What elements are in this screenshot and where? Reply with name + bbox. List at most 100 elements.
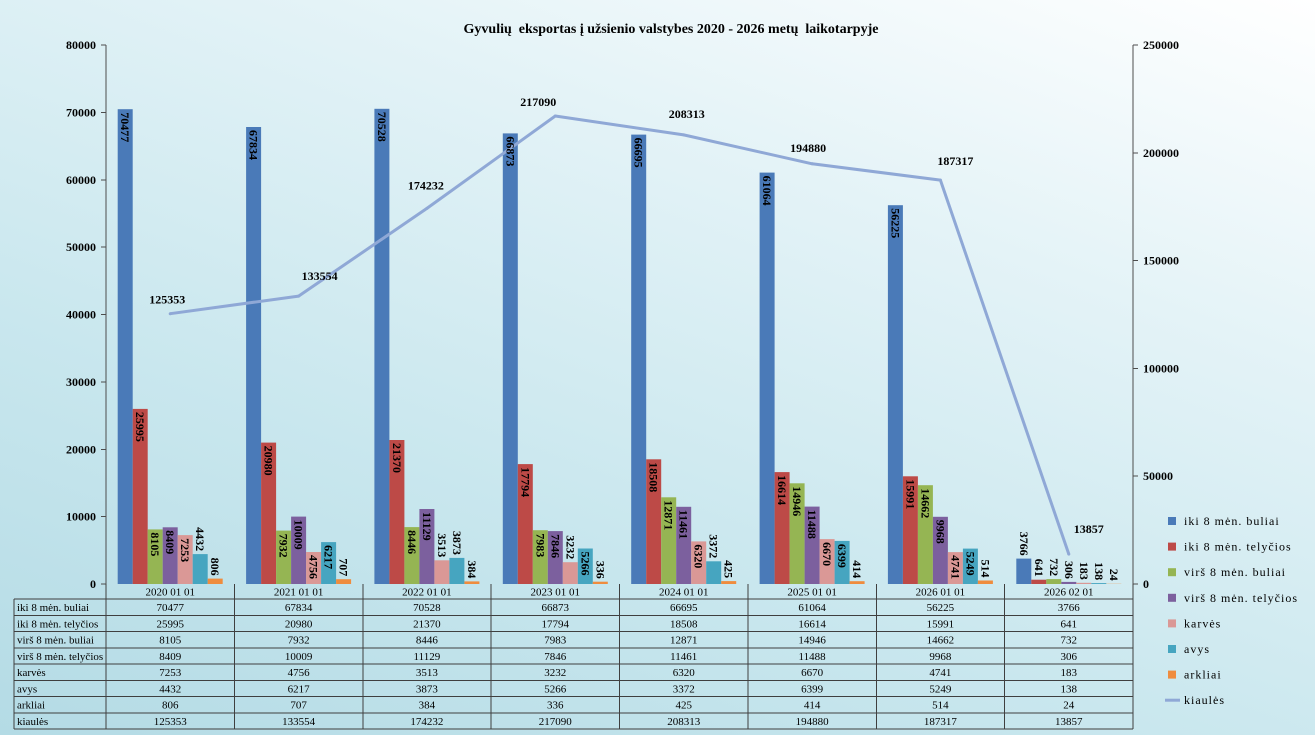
line-point (425, 206, 429, 210)
bar-iki-8-men-buliai (759, 172, 775, 584)
bar-avys (577, 548, 593, 584)
bar-value-label: 12871 (662, 500, 676, 530)
right-axis-tick-label: 250000 (1143, 38, 1179, 52)
table-cell: 11488 (799, 651, 827, 663)
bar-value-label: 66695 (632, 138, 646, 168)
bar-iki-8-men-telycios (774, 472, 790, 584)
bar-virs-8-men-buliai (404, 527, 420, 584)
table-cell: 56225 (927, 602, 955, 614)
bar-value-label: 732 (1047, 558, 1061, 576)
table-cell: 336 (547, 700, 564, 712)
bar-value-label: 4432 (193, 527, 207, 551)
table-header-cell: 2025 01 01 (787, 587, 837, 599)
legend-swatch (1168, 593, 1176, 602)
legend-label: virš 8 mėn. telyčios (1184, 591, 1298, 605)
table-cell: 6670 (801, 667, 824, 679)
left-axis-tick-label: 10000 (66, 510, 96, 524)
bar-value-label: 61064 (760, 176, 774, 206)
table-cell: 125353 (154, 716, 188, 728)
bar-value-label: 56225 (888, 208, 902, 238)
table-header-cell: 2026 02 01 (1044, 587, 1094, 599)
left-axis-tick-label: 50000 (66, 240, 96, 254)
table-cell: 6217 (288, 683, 311, 695)
table-cell: 183 (1061, 667, 1078, 679)
table-row-label: avys (17, 683, 37, 695)
bar-virs-8-men-telycios (1061, 581, 1077, 584)
chart-title: Gyvulių eksportas į užsienio valstybes 2… (464, 22, 879, 37)
bar-virs-8-men-buliai (789, 483, 805, 584)
bar-value-label: 70477 (118, 112, 132, 142)
bar-virs-8-men-telycios (804, 506, 820, 584)
bar-karves (691, 541, 707, 584)
legend: iki 8 mėn. buliai iki 8 mėn. telyčios virš… (1165, 514, 1298, 707)
legend-item: virš 8 mėn. buliai (1168, 565, 1285, 579)
bar-value-label: 70528 (375, 112, 389, 142)
line-value-label: 174232 (408, 178, 444, 192)
legend-label: kiaulės (1184, 693, 1225, 707)
line-series (168, 114, 1071, 556)
bar-karves (434, 560, 450, 584)
line-point (810, 162, 814, 166)
table-cell: 9968 (929, 651, 952, 663)
table-cell: 138 (1061, 683, 1078, 695)
bar-iki-8-men-telycios (261, 442, 277, 584)
table-cell: 8105 (159, 635, 182, 647)
data-table: 2020 01 01 2021 01 01 2022 01 01 2023 01 01… (13, 584, 1134, 730)
table-cell: 384 (419, 700, 436, 712)
table-cell: 15991 (927, 618, 955, 630)
bar-value-label: 5266 (578, 552, 592, 576)
table-cell: 11129 (414, 651, 441, 663)
bar-value-label: 4756 (307, 555, 321, 579)
bar-iki-8-men-telycios (389, 440, 405, 584)
bar-value-label: 6217 (322, 545, 336, 569)
bar-iki-8-men-telycios (517, 464, 533, 584)
line-value-label: 133554 (302, 269, 338, 283)
table-cell: 3513 (416, 667, 439, 679)
bar-virs-8-men-buliai (147, 529, 163, 584)
bar-value-label: 384 (465, 560, 479, 578)
table-cell: 8446 (416, 635, 439, 647)
bar-arkliai (721, 581, 737, 584)
bar-value-label: 806 (208, 558, 222, 576)
bar-value-label: 20980 (262, 446, 276, 476)
bar-virs-8-men-buliai (532, 530, 548, 584)
left-axis-tick-label: 30000 (66, 375, 96, 389)
legend-label: avys (1184, 642, 1210, 656)
table-header-cell: 2021 01 01 (274, 587, 324, 599)
table-cell: 13857 (1055, 716, 1083, 728)
line-value-label: 125353 (149, 293, 185, 307)
bar-value-label: 425 (722, 560, 736, 578)
line-value-label: 187317 (937, 154, 973, 168)
table-row-label: virš 8 mėn. buliai (17, 635, 94, 647)
table-cell: 641 (1061, 618, 1078, 630)
bar-value-label: 14662 (918, 488, 932, 518)
bar-karves (306, 552, 322, 584)
bar-value-label: 3873 (450, 531, 464, 555)
legend-swatch (1168, 568, 1176, 577)
right-axis-tick-label: 0 (1143, 577, 1149, 591)
table-header-cell: 2022 01 01 (402, 587, 452, 599)
bars (117, 108, 1122, 585)
right-axis-tick-label: 100000 (1143, 361, 1179, 375)
table-row-label: iki 8 mėn. telyčios (17, 618, 98, 630)
bar-arkliai (977, 580, 993, 584)
bar-virs-8-men-telycios (162, 527, 178, 584)
bar-iki-8-men-buliai (1016, 558, 1032, 584)
bar-value-label: 10009 (292, 520, 306, 550)
table-row-label: arkliai (17, 700, 45, 712)
bar-iki-8-men-buliai (246, 127, 262, 584)
table-cell: 24 (1063, 700, 1075, 712)
bar-value-label: 15991 (903, 479, 917, 509)
bar-avys (192, 554, 208, 584)
bar-value-label: 17794 (518, 467, 532, 497)
table-cell: 3873 (416, 683, 439, 695)
bar-value-label: 24 (1107, 569, 1121, 581)
table-cell: 70477 (156, 602, 184, 614)
legend-swatch (1168, 517, 1176, 525)
table-header-cell: 2023 01 01 (531, 587, 581, 599)
line-point (1067, 552, 1071, 556)
left-axis-tick-label: 40000 (66, 308, 96, 322)
bar-value-label: 3766 (1017, 532, 1031, 556)
